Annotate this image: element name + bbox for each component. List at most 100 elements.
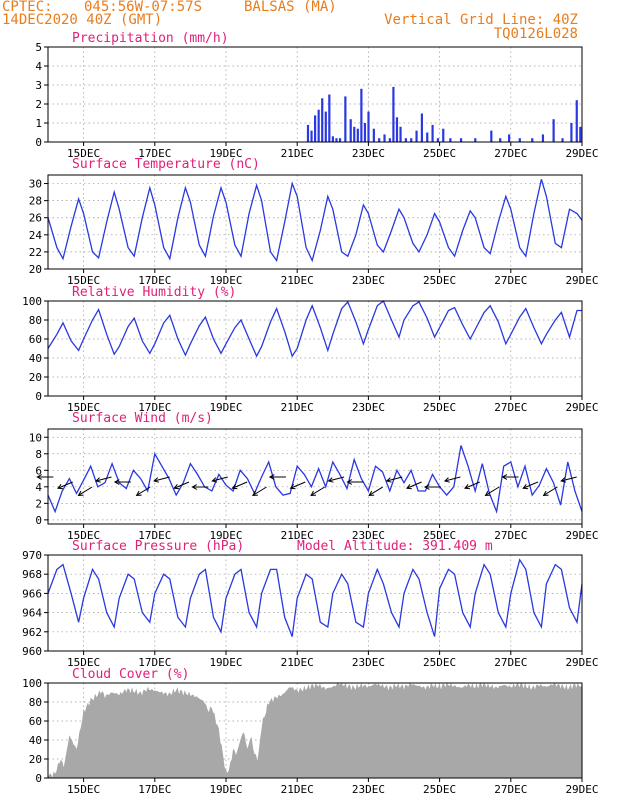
precip-bar-20 [388, 138, 391, 142]
precip-bar-8 [335, 138, 338, 142]
xtick-label-0-6: 27DEC [494, 147, 527, 160]
wind-arrow-head-23 [484, 490, 491, 496]
xtick-label-3-6: 27DEC [494, 529, 527, 542]
precip-bar-40 [541, 134, 545, 142]
xtick-label-4-5: 25DEC [423, 656, 456, 669]
ytick-label-1-2: 24 [29, 229, 43, 242]
wind-arrow-shaft-6 [154, 476, 170, 482]
wind-arrow-shaft-3 [95, 476, 112, 482]
ytick-label-1-4: 28 [29, 195, 42, 208]
panel-frame-3 [47, 428, 583, 525]
precip-bar-41 [552, 119, 555, 142]
xtick-label-5-7: 29DEC [565, 783, 598, 796]
wind-arrow-shaft-13 [290, 481, 306, 489]
wind-arrow-head-5 [135, 490, 142, 496]
xtick-label-0-4: 23DEC [352, 147, 385, 160]
precip-bar-3 [317, 109, 320, 142]
wind-arrow-head-0 [36, 474, 42, 480]
xtick-label-1-4: 23DEC [352, 274, 385, 287]
wind-arrow-head-12 [268, 474, 275, 480]
ytick-label-4-3: 966 [22, 587, 42, 600]
ytick-label-4-1: 962 [22, 626, 42, 639]
xtick-label-5-1: 17DEC [138, 783, 171, 796]
xtick-label-5-0: 15DEC [67, 783, 100, 796]
panel-frame-1 [47, 174, 583, 270]
cloud-cover-area [48, 683, 582, 778]
precip-bar-32 [449, 138, 452, 142]
precip-bar-45 [579, 126, 582, 142]
precip-bar-17 [372, 128, 375, 142]
precip-bar-6 [328, 94, 331, 142]
wind-arrow-head-21 [443, 477, 450, 483]
wind-arrow-head-9 [211, 477, 218, 483]
wind-arrow-shaft-5 [136, 486, 151, 496]
panel-title-1: Surface Temperature (nC) [72, 157, 260, 172]
xtick-label-5-5: 25DEC [423, 783, 456, 796]
precip-bar-18 [378, 138, 381, 142]
xtick-label-3-7: 29DEC [565, 529, 598, 542]
ytick-label-2-1: 20 [29, 371, 42, 384]
wind-arrow-shaft-15 [328, 476, 345, 482]
precip-bar-28 [426, 132, 429, 142]
ytick-label-3-5: 10 [29, 431, 42, 444]
wind-arrow-shaft-17 [368, 486, 384, 496]
ytick-label-5-5: 100 [22, 677, 42, 690]
ytick-label-5-3: 60 [29, 715, 42, 728]
wind-arrow-head-16 [346, 479, 353, 485]
ytick-label-3-3: 6 [35, 464, 42, 477]
panel-frame-5 [47, 682, 583, 779]
temperature-line [47, 179, 583, 263]
xtick-label-3-5: 25DEC [423, 529, 456, 542]
wind-arrow-shaft-19 [406, 481, 422, 489]
ytick-label-5-0: 0 [35, 772, 42, 785]
wind-arrow-head-14 [310, 490, 317, 496]
xtick-label-0-3: 21DEC [281, 147, 314, 160]
ytick-label-2-2: 40 [29, 352, 42, 365]
xtick-label-5-2: 19DEC [209, 783, 242, 796]
wind-arrow-head-22 [464, 483, 471, 490]
panel-frame-0 [47, 46, 583, 143]
wind-arrow-head-10 [231, 483, 238, 490]
panel-title-5: Cloud Cover (%) [72, 667, 189, 682]
panel-frame-2 [47, 300, 583, 397]
xtick-label-1-0: 15DEC [67, 274, 100, 287]
wind-arrow-shaft-23 [485, 486, 500, 496]
xtick-label-4-3: 21DEC [281, 656, 314, 669]
xtick-label-2-4: 23DEC [352, 401, 385, 414]
ytick-label-3-0: 0 [35, 514, 42, 527]
ytick-label-3-4: 8 [35, 448, 42, 461]
xtick-label-2-7: 29DEC [565, 401, 598, 414]
xtick-label-1-7: 29DEC [565, 274, 598, 287]
header-run: 14DEC2020 40Z (GMT) [2, 12, 162, 28]
precip-bar-33 [459, 138, 463, 142]
precip-bar-9 [338, 138, 342, 142]
wind-arrow-shaft-25 [522, 481, 539, 489]
wind-arrow-head-25 [522, 483, 529, 490]
wind-arrow-shaft-26 [543, 486, 558, 496]
xtick-label-3-2: 19DEC [209, 529, 242, 542]
xtick-label-0-7: 29DEC [565, 147, 598, 160]
wind-arrow-head-8 [191, 484, 198, 490]
ytick-label-2-5: 100 [22, 295, 42, 308]
precip-bar-44 [575, 100, 578, 142]
humidity-line [47, 299, 582, 358]
header-source: CPTEC: [2, 0, 53, 15]
precip-bar-7 [331, 136, 334, 142]
ytick-label-0-3: 3 [35, 79, 42, 92]
wind-arrow-head-17 [368, 490, 375, 496]
precip-bar-24 [404, 138, 407, 142]
precip-bar-12 [353, 126, 356, 142]
model-altitude: Model Altitude: 391.409 m [297, 539, 493, 554]
wind-arrow-shaft-10 [232, 481, 248, 489]
xtick-label-0-2: 19DEC [209, 147, 242, 160]
precip-bar-16 [367, 111, 370, 142]
ytick-label-1-5: 30 [29, 178, 42, 191]
xtick-label-2-3: 21DEC [281, 401, 314, 414]
precip-bar-13 [356, 128, 359, 142]
wind-arrow-shaft-21 [444, 476, 461, 482]
panel-title-2: Relative Humidity (%) [72, 285, 236, 300]
xtick-label-5-4: 23DEC [352, 783, 385, 796]
xtick-label-4-0: 15DEC [67, 656, 100, 669]
